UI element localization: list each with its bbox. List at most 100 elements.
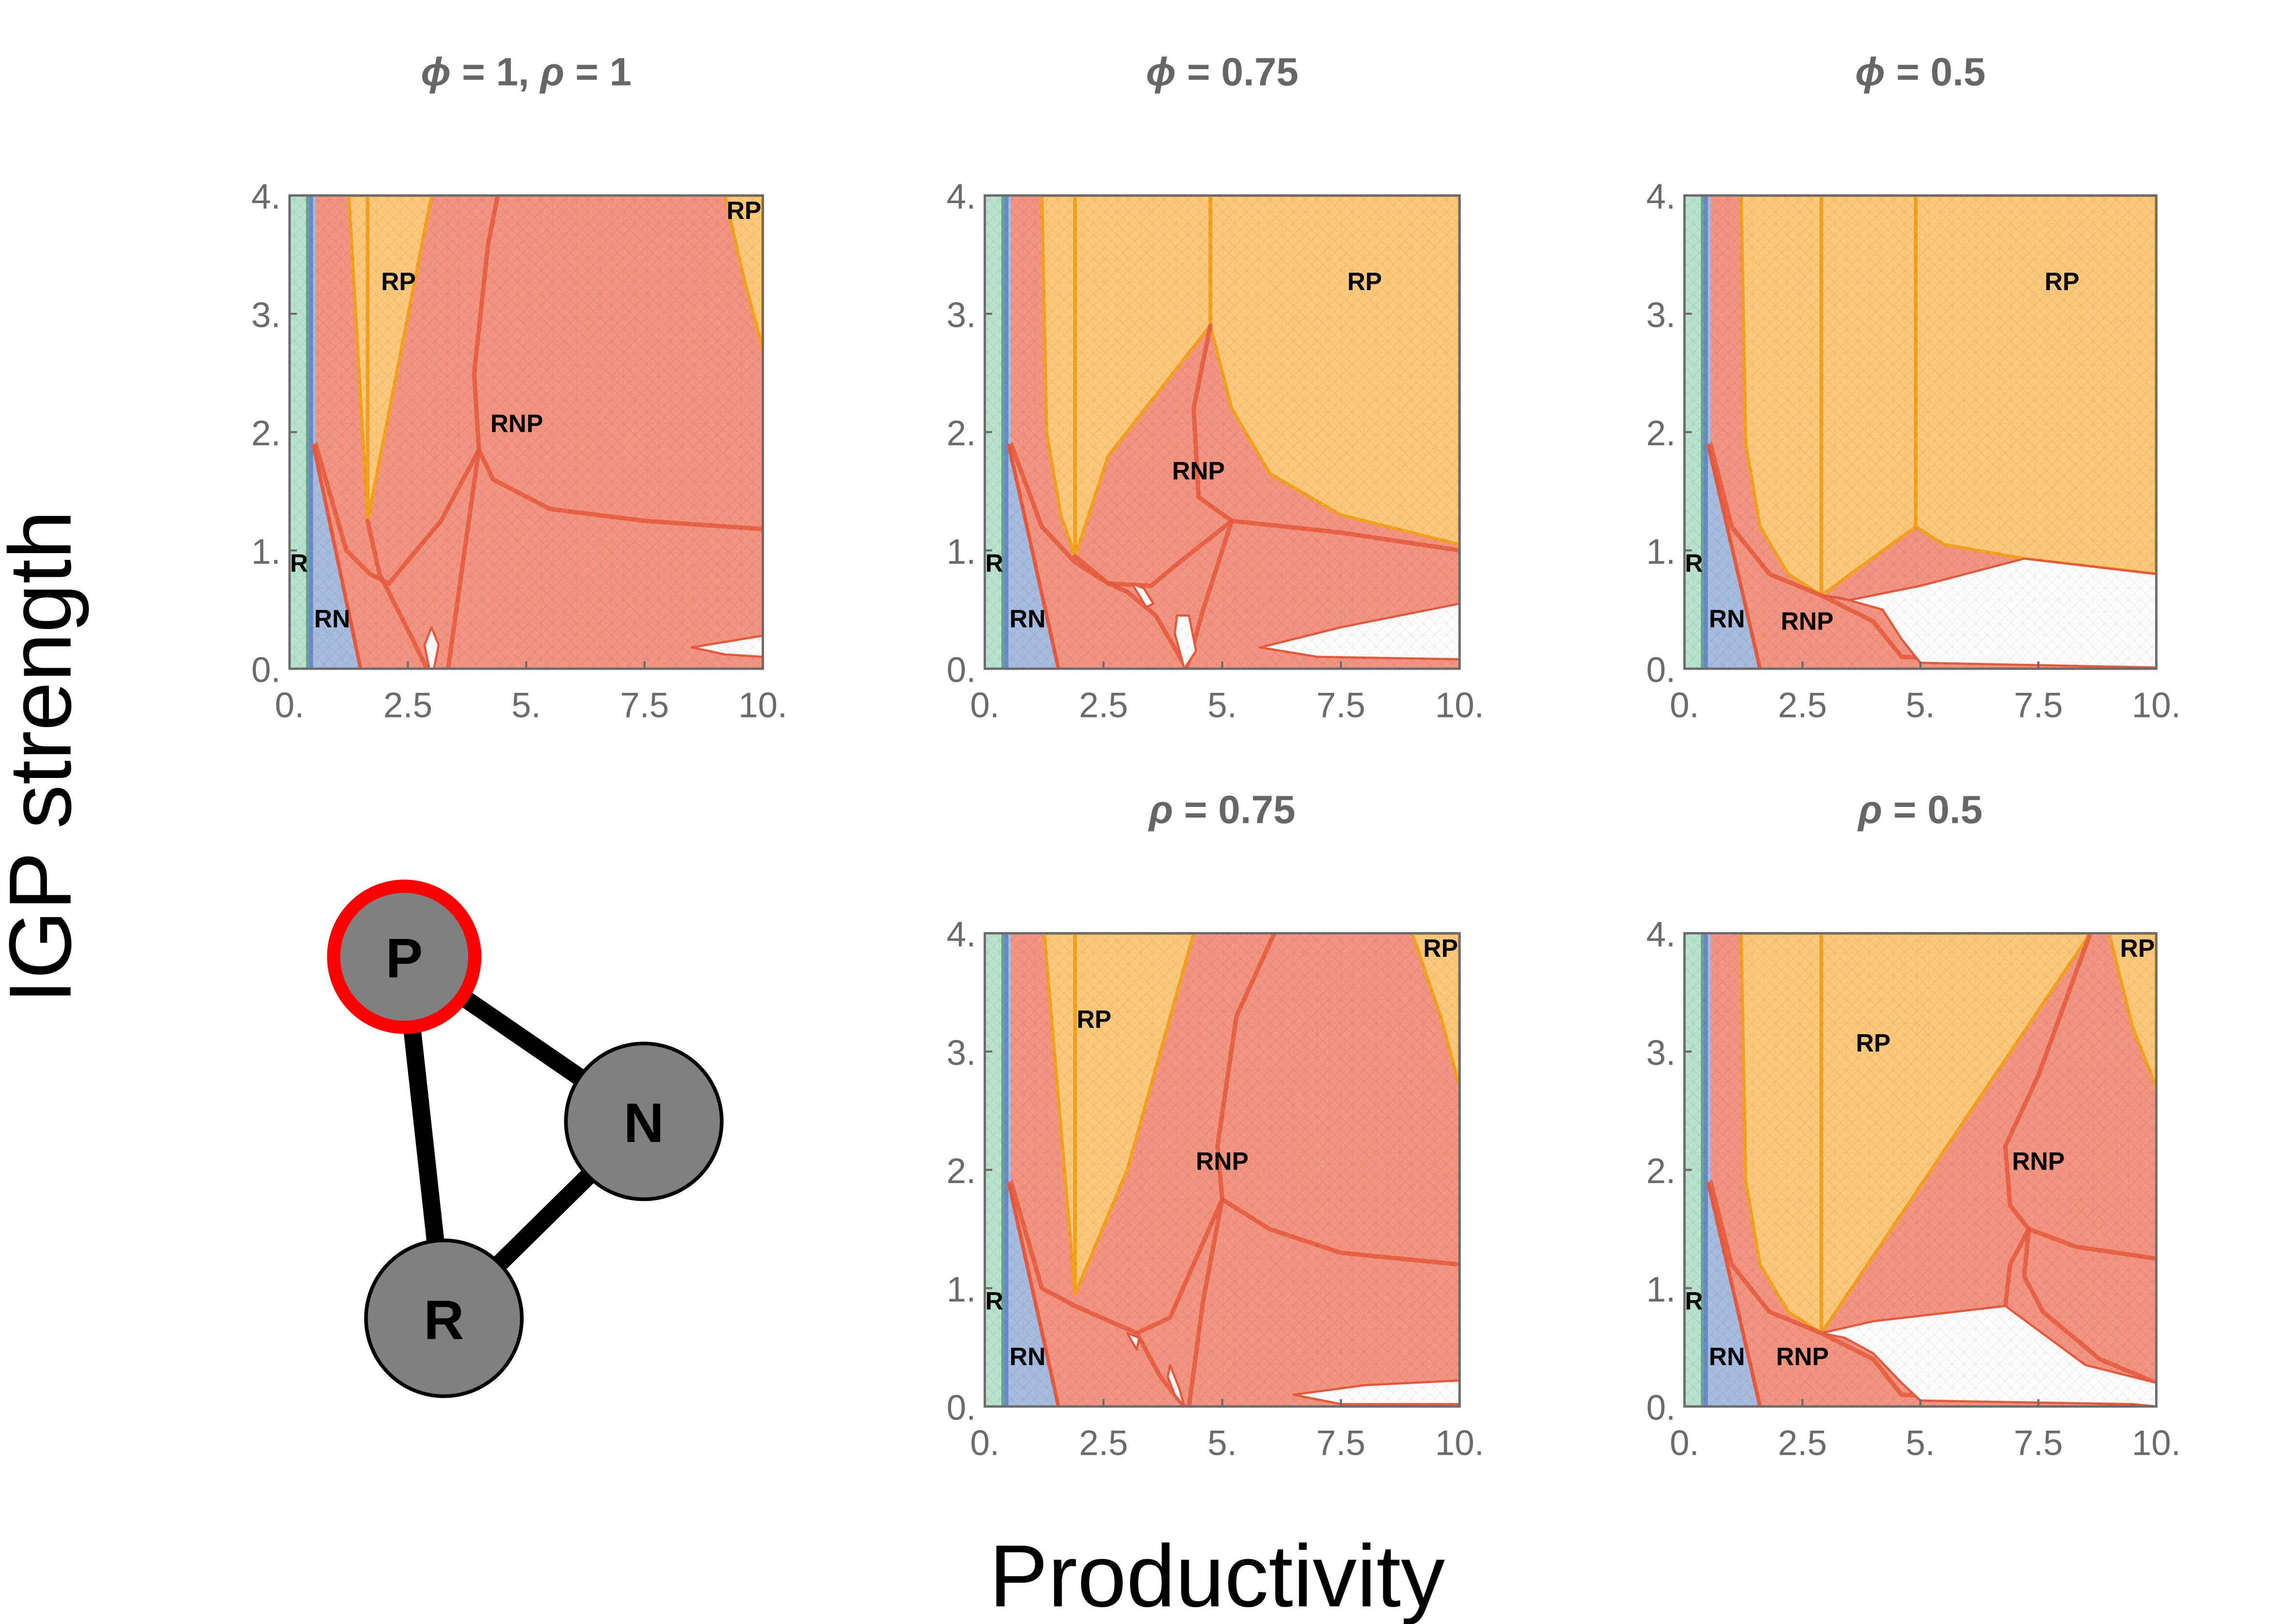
x-tick-label: 2.5: [383, 686, 432, 725]
title-value: = 1: [564, 50, 632, 94]
title-value: = 1,: [451, 50, 540, 94]
x-tick-label: 10.: [2132, 1423, 2181, 1463]
region-label: RP: [2120, 934, 2155, 962]
x-tick-label: 0.: [1670, 1423, 1699, 1463]
x-tick-label: 5.: [1906, 686, 1935, 725]
title-symbol: ϕ: [1146, 50, 1176, 94]
y-tick-label: 1.: [1646, 1270, 1676, 1309]
y-tick-label: 0.: [1646, 1388, 1676, 1427]
y-tick-label: 1.: [251, 532, 281, 571]
mesh-texture: [289, 195, 763, 669]
x-tick-label: 7.5: [2014, 1423, 2063, 1463]
y-tick-label: 2.: [1646, 1152, 1676, 1191]
y-tick-label: 2.: [947, 1152, 976, 1191]
region-label: RNP: [1781, 607, 1834, 635]
y-tick-label: 3.: [947, 1033, 976, 1072]
panel-title: ρ = 0.5: [1857, 788, 1983, 832]
y-tick-label: 1.: [947, 1270, 976, 1309]
y-tick-label: 3.: [251, 295, 281, 335]
region-label: RNP: [490, 410, 543, 438]
title-symbol: ϕ: [421, 50, 451, 94]
region-label: RN: [314, 604, 351, 632]
panel-title: ϕ = 0.5: [1855, 50, 1986, 94]
y-axis-title: IGP strength: [0, 510, 89, 1004]
y-tick-label: 1.: [947, 532, 976, 571]
plot-area: RRN RP RNP RP: [985, 933, 1460, 1407]
node-p: P: [327, 879, 482, 1034]
region-label: R: [1685, 549, 1703, 577]
x-tick-label: 2.5: [1079, 686, 1128, 725]
x-tick-label: 10.: [1435, 686, 1484, 725]
region-label: R: [1685, 1287, 1703, 1315]
region-label: RNP: [1196, 1147, 1249, 1175]
y-tick-label: 2.: [251, 414, 281, 453]
node-r: R: [364, 1238, 524, 1398]
region-label: RP: [381, 267, 416, 295]
x-tick-label: 5.: [1207, 1423, 1237, 1463]
y-tick-label: 0.: [1646, 650, 1676, 689]
panel-phi-1-rho-1: ϕ = 1, ρ = 1 RRN RP RNP RP 0. 2.5 5. 7.5 10. 0. 1. 2…: [251, 50, 788, 725]
mesh-texture: [985, 195, 1460, 669]
title-value: = 0.5: [1882, 788, 1983, 832]
y-tick-label: 2.: [1646, 414, 1676, 453]
region-label: RN: [1709, 604, 1745, 632]
x-tick-label: 0.: [275, 686, 304, 725]
x-tick-label: 7.5: [1316, 686, 1365, 725]
region-label: RP: [2044, 267, 2079, 295]
node-n: N: [564, 1041, 724, 1201]
panel-rho-0-75: ρ = 0.75 RRN RP RNP RP 0. 2.5 5. 7.5 10. 0. 1. 2. 3. 4…: [947, 788, 1485, 1463]
node-n-label: N: [624, 1092, 664, 1154]
x-tick-label: 10.: [2132, 686, 2181, 725]
plot-area: RRN RNP RP: [1684, 195, 2157, 669]
y-tick-label: 4.: [947, 915, 976, 954]
y-tick-label: 4.: [947, 177, 976, 217]
food-web-diagram: P N R: [327, 879, 724, 1398]
region-label: RP: [1347, 267, 1382, 295]
panel-rho-0-5: ρ = 0.5 RRN RNP RP RNP RP 0. 2.5 5. 7.5 10. 0. 1. 2. 3…: [1646, 788, 2181, 1463]
y-tick-label: 2.: [947, 414, 976, 453]
x-tick-label: 10.: [1435, 1423, 1484, 1463]
title-symbol: ρ: [539, 50, 564, 94]
title-symbol: ϕ: [1855, 50, 1885, 94]
x-tick-label: 0.: [1670, 686, 1699, 725]
region-label: RP: [1077, 1005, 1112, 1033]
panel-title: ρ = 0.75: [1148, 788, 1295, 832]
y-tick-label: 3.: [947, 295, 976, 335]
panel-phi-0-75: ϕ = 0.75 RRN RNP RP 0. 2.5 5. 7.5 10. 0. 1. 2. 3. 4.: [947, 50, 1485, 725]
region-label: RP: [1856, 1029, 1891, 1057]
node-p-label: P: [385, 927, 423, 989]
y-tick-label: 3.: [1646, 295, 1676, 335]
title-value: = 0.75: [1176, 50, 1298, 94]
region-label: RNP: [1172, 457, 1225, 485]
mesh-texture: [985, 933, 1460, 1407]
plot-area: RRN RNP RP: [985, 195, 1460, 669]
title-value: = 0.5: [1885, 50, 1986, 94]
x-tick-label: 0.: [970, 686, 1000, 725]
x-tick-label: 0.: [970, 1423, 1000, 1463]
mesh-texture: [1684, 933, 2157, 1407]
plot-area: RRN RNP RP RNP RP: [1684, 933, 2157, 1407]
panel-title: ϕ = 1, ρ = 1: [421, 50, 632, 94]
region-label: RP: [727, 196, 762, 224]
y-tick-label: 0.: [947, 650, 976, 689]
x-axis-title: Productivity: [989, 1527, 1445, 1624]
y-tick-label: 0.: [947, 1388, 976, 1427]
node-n-circle: [564, 1041, 724, 1201]
region-label: RNP: [2012, 1147, 2065, 1175]
x-tick-label: 7.5: [2014, 686, 2063, 725]
x-tick-label: 5.: [512, 686, 541, 725]
mesh-texture: [1684, 195, 2157, 669]
panel-phi-0-5: ϕ = 0.5 RRN RNP RP 0. 2.5 5. 7.5 10. 0. 1. 2. 3. 4.: [1646, 50, 2181, 725]
y-tick-label: 4.: [1646, 177, 1676, 217]
node-r-circle: [364, 1238, 524, 1398]
region-label: RP: [1423, 934, 1458, 962]
y-tick-label: 0.: [251, 650, 281, 689]
title-symbol: ρ: [1148, 788, 1173, 832]
plot-area: RRN RP RNP RP: [289, 195, 763, 669]
title-value: = 0.75: [1173, 788, 1295, 832]
x-tick-label: 10.: [738, 686, 787, 725]
panel-title: ϕ = 0.75: [1146, 50, 1298, 94]
x-tick-label: 2.5: [1778, 686, 1827, 725]
